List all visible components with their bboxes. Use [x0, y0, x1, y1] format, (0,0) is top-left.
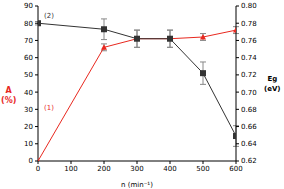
svg-text:0.68: 0.68	[241, 106, 257, 114]
svg-text:200: 200	[97, 165, 110, 173]
svg-text:10: 10	[24, 140, 33, 148]
html-text:(2): (2)	[44, 12, 54, 20]
svg-text:0.62: 0.62	[241, 157, 257, 165]
svg-text:90: 90	[24, 2, 33, 10]
svg-text:0.74: 0.74	[241, 54, 257, 62]
svg-text:0.80: 0.80	[241, 2, 257, 10]
svg-text:70: 70	[24, 37, 33, 45]
svg-text:500: 500	[196, 165, 209, 173]
svg-text:40: 40	[24, 89, 33, 97]
svg-text:80: 80	[24, 20, 33, 28]
html-text:(1): (1)	[44, 104, 54, 112]
svg-text:0.64: 0.64	[241, 140, 257, 148]
svg-text:0.76: 0.76	[241, 37, 257, 45]
html-text:Eg: Eg	[267, 75, 278, 83]
svg-text:0: 0	[36, 165, 40, 173]
svg-text:600: 600	[229, 165, 242, 173]
svg-text:0.78: 0.78	[241, 20, 257, 28]
svg-text:100: 100	[64, 165, 77, 173]
svg-text:30: 30	[24, 106, 33, 114]
svg-text:0.70: 0.70	[241, 89, 257, 97]
svg-text:n (min⁻¹): n (min⁻¹)	[121, 181, 153, 189]
svg-text:400: 400	[163, 165, 176, 173]
svg-text:0.66: 0.66	[241, 123, 257, 131]
html-text:A: A	[5, 86, 12, 95]
svg-text:300: 300	[130, 165, 143, 173]
svg-text:0.72: 0.72	[241, 71, 257, 79]
svg-text:20: 20	[24, 123, 33, 131]
html-text:(eV): (eV)	[264, 85, 281, 93]
svg-text:0: 0	[29, 157, 33, 165]
svg-text:60: 60	[24, 54, 33, 62]
svg-text:50: 50	[24, 71, 33, 79]
